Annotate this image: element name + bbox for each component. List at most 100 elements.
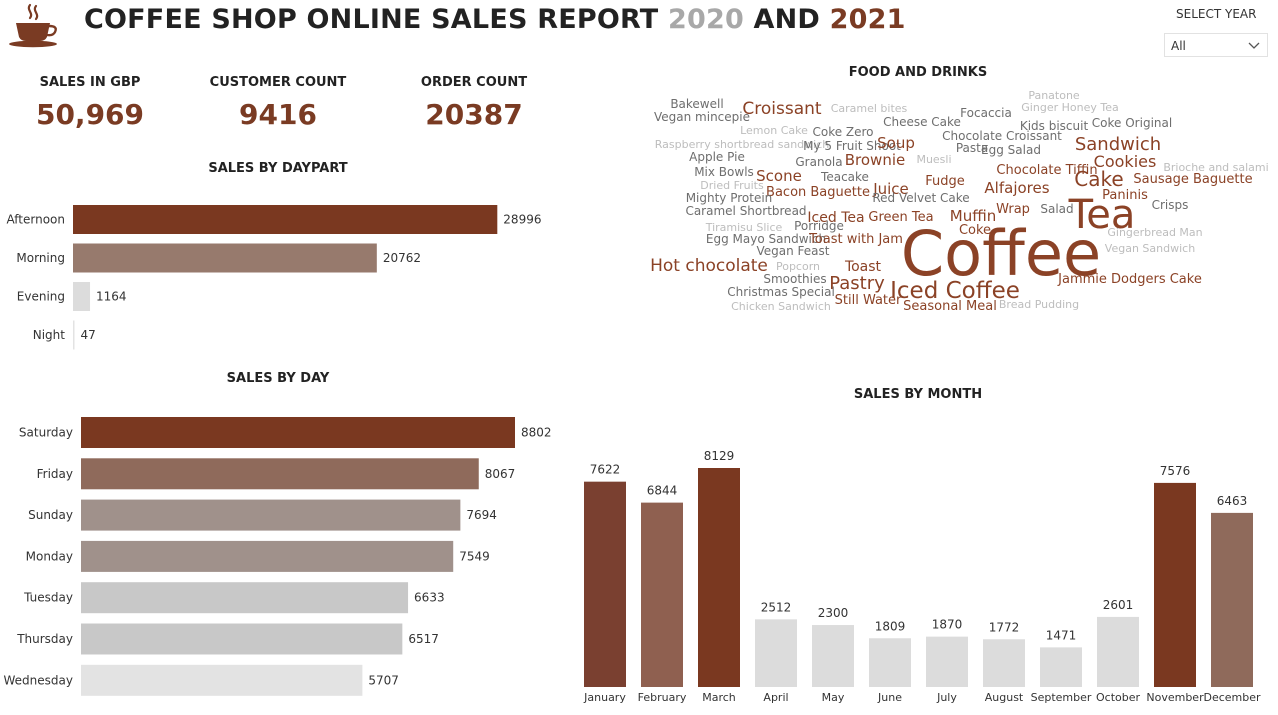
word-bakewell[interactable]: Bakewell	[670, 97, 723, 111]
word-coke-original[interactable]: Coke Original	[1092, 116, 1172, 130]
word-iced-coffee[interactable]: Iced Coffee	[890, 278, 1020, 304]
word-pasta[interactable]: Pasta	[956, 141, 988, 155]
word-egg-salad[interactable]: Egg Salad	[981, 143, 1041, 157]
word-caramel-shortbread[interactable]: Caramel Shortbread	[685, 204, 806, 218]
word-fudge[interactable]: Fudge	[925, 174, 965, 189]
word-sandwich[interactable]: Sandwich	[1075, 134, 1161, 155]
word-crisps[interactable]: Crisps	[1152, 198, 1189, 212]
word-ginger-honey-tea[interactable]: Ginger Honey Tea	[1021, 101, 1118, 114]
day-chart-title: SALES BY DAY	[226, 371, 330, 386]
bar-morning[interactable]	[73, 243, 377, 273]
word-seasonal-meal[interactable]: Seasonal Meal	[903, 299, 997, 314]
word-tea[interactable]: Tea	[1068, 192, 1136, 238]
data-label-january: 7622	[590, 463, 621, 477]
word-popcorn[interactable]: Popcorn	[776, 260, 820, 273]
bar-wednesday[interactable]	[81, 664, 363, 696]
word-toast[interactable]: Toast	[844, 259, 882, 275]
word-granola[interactable]: Granola	[795, 155, 842, 169]
word-bread-pudding[interactable]: Bread Pudding	[999, 298, 1079, 311]
word-lemon-cake[interactable]: Lemon Cake	[740, 124, 808, 137]
bar-saturday[interactable]	[81, 417, 515, 448]
word-apple-pie[interactable]: Apple Pie	[689, 150, 745, 164]
word-egg-mayo-sandwich[interactable]: Egg Mayo Sandwich	[706, 232, 826, 246]
bar-evening[interactable]	[73, 282, 91, 311]
bar-january[interactable]	[584, 481, 626, 687]
word-bacon-baguette[interactable]: Bacon Baguette	[766, 185, 870, 200]
bar-july[interactable]	[926, 636, 968, 687]
data-label-thursday: 6517	[408, 632, 439, 646]
word-christmas-special[interactable]: Christmas Special	[727, 285, 835, 299]
word-soup[interactable]: Soup	[877, 134, 915, 152]
word-pastry[interactable]: Pastry	[829, 273, 885, 294]
bar-march[interactable]	[698, 468, 740, 687]
bar-may[interactable]	[812, 625, 854, 687]
word-juice[interactable]: Juice	[872, 180, 909, 198]
word-cake[interactable]: Cake	[1074, 167, 1123, 191]
word-chocolate-tiffin[interactable]: Chocolate Tiffin	[996, 163, 1097, 178]
bar-afternoon[interactable]	[73, 205, 498, 234]
bar-sunday[interactable]	[81, 499, 461, 531]
word-chicken-sandwich[interactable]: Chicken Sandwich	[731, 300, 831, 313]
bar-december[interactable]	[1211, 512, 1253, 687]
month-bar-chart: 7622 January 6844 February 8129 March 2512 Apri…	[583, 449, 1261, 704]
word-caramel-bites[interactable]: Caramel bites	[831, 102, 908, 115]
word-vegan-sandwich[interactable]: Vegan Sandwich	[1105, 242, 1195, 255]
bar-april[interactable]	[755, 619, 797, 687]
word-jammie-dodgers-cake[interactable]: Jammie Dodgers Cake	[1057, 272, 1202, 287]
word-coke-zero[interactable]: Coke Zero	[812, 125, 873, 139]
word-my-5-fruit-shoot[interactable]: My 5 Fruit Shoot	[803, 139, 901, 153]
word-smoothies[interactable]: Smoothies	[763, 272, 826, 286]
word-iced-tea[interactable]: Iced Tea	[807, 210, 864, 226]
word-muesli[interactable]: Muesli	[916, 153, 951, 166]
word-sausage-baguette[interactable]: Sausage Baguette	[1133, 172, 1252, 187]
bar-thursday[interactable]	[81, 623, 403, 655]
word-cheese-cake[interactable]: Cheese Cake	[883, 115, 961, 129]
word-dried-fruits[interactable]: Dried Fruits	[700, 179, 764, 192]
bar-friday[interactable]	[81, 458, 479, 490]
word-alfajores[interactable]: Alfajores	[984, 179, 1049, 197]
title-and: AND	[743, 4, 830, 35]
word-tiramisu-slice[interactable]: Tiramisu Slice	[705, 221, 783, 234]
word-still-water[interactable]: Still Water	[835, 293, 902, 308]
year-filter-value: All	[1171, 39, 1186, 53]
word-wrap[interactable]: Wrap	[996, 202, 1030, 217]
word-muffin[interactable]: Muffin	[950, 207, 996, 225]
data-label-october: 2601	[1103, 598, 1134, 612]
year-filter-dropdown[interactable]: All	[1164, 33, 1268, 57]
word-vegan-feast[interactable]: Vegan Feast	[757, 244, 830, 258]
category-label-saturday: Saturday	[19, 426, 73, 440]
word-croissant[interactable]: Croissant	[742, 99, 822, 119]
word-brownie[interactable]: Brownie	[845, 151, 905, 169]
word-green-tea[interactable]: Green Tea	[868, 210, 933, 225]
word-raspberry-shortbread-sandwich[interactable]: Raspberry shortbread sandwich	[655, 138, 830, 151]
bar-october[interactable]	[1097, 616, 1139, 687]
word-brioche-and-salami[interactable]: Brioche and salami	[1163, 161, 1268, 174]
bar-august[interactable]	[983, 639, 1025, 687]
word-mix-bowls[interactable]: Mix Bowls	[694, 165, 754, 179]
bar-november[interactable]	[1154, 482, 1196, 687]
word-toast-with-jam[interactable]: Toast with Jam	[808, 232, 903, 247]
word-vegan-mincepie[interactable]: Vegan mincepie	[654, 110, 750, 124]
bar-tuesday[interactable]	[81, 582, 409, 614]
word-scone[interactable]: Scone	[756, 167, 802, 185]
word-coffee[interactable]: Coffee	[901, 217, 1101, 290]
word-focaccia[interactable]: Focaccia	[960, 106, 1012, 120]
word-cookies[interactable]: Cookies	[1094, 152, 1157, 171]
word-gingerbread-man[interactable]: Gingerbread Man	[1107, 226, 1202, 239]
bar-monday[interactable]	[81, 540, 454, 572]
word-salad[interactable]: Salad	[1040, 202, 1073, 216]
word-kids-biscuit[interactable]: Kids biscuit	[1020, 119, 1089, 133]
word-paninis[interactable]: Paninis	[1102, 188, 1148, 203]
word-hot-chocolate[interactable]: Hot chocolate	[650, 256, 768, 276]
word-teacake[interactable]: Teacake	[820, 170, 869, 184]
bar-night[interactable]	[73, 320, 75, 350]
bar-september[interactable]	[1040, 647, 1082, 687]
word-red-velvet-cake[interactable]: Red Velvet Cake	[872, 191, 969, 205]
word-coke[interactable]: Coke	[959, 223, 991, 238]
bar-june[interactable]	[869, 638, 911, 687]
word-porridge[interactable]: Porridge	[794, 219, 844, 233]
word-mighty-protein[interactable]: Mighty Protein	[686, 191, 773, 205]
bar-february[interactable]	[641, 502, 683, 687]
word-panatone[interactable]: Panatone	[1028, 89, 1080, 102]
word-chocolate-croissant[interactable]: Chocolate Croissant	[942, 129, 1062, 143]
